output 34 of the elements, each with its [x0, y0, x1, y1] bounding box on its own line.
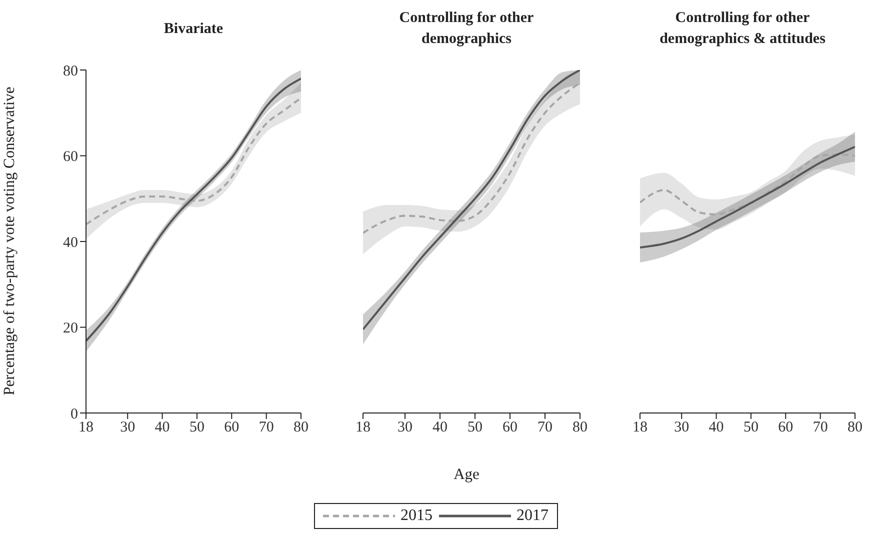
x-tick-label: 80 [572, 420, 588, 436]
legend-label: 2017 [516, 507, 548, 525]
line-series [86, 96, 301, 226]
y-axis-title: Percentage of two-party vote voting Conservative [1, 86, 19, 396]
chart-title: Controlling for other demographics [398, 9, 535, 49]
x-tick-label: 50 [468, 420, 482, 436]
x-tick-label: 18 [78, 420, 94, 436]
chart-title: Bivariate [162, 20, 224, 38]
x-tick-label: 30 [120, 420, 136, 436]
x-tick-label: 40 [154, 420, 170, 436]
x-tick-label: 70 [812, 420, 828, 436]
x-tick-label: 60 [224, 420, 240, 436]
x-tick-label: 30 [398, 420, 412, 436]
x-tick-label: 50 [743, 420, 758, 436]
y-tick-label: 80 [63, 63, 78, 80]
x-tick-label: 70 [258, 420, 274, 436]
x-tick-label: 18 [356, 420, 370, 436]
x-tick-label: 18 [632, 420, 648, 436]
x-tick-label: 40 [708, 420, 724, 436]
x-axis-title: Age [452, 466, 480, 484]
x-tick-label: 50 [189, 420, 204, 436]
y-tick-label: 0 [70, 406, 78, 422]
x-tick-label: 60 [502, 420, 518, 436]
x-tick-label: 40 [432, 420, 448, 436]
y-tick-label: 20 [63, 320, 78, 337]
y-tick-label: 60 [63, 149, 78, 166]
x-tick-label: 80 [294, 420, 308, 436]
x-tick-label: 70 [538, 420, 552, 436]
x-tick-label: 60 [778, 420, 794, 436]
x-tick-label: 80 [848, 420, 862, 436]
x-tick-label: 30 [674, 420, 690, 436]
chart-title: Controlling for other demographics & attitudes [658, 9, 826, 49]
y-tick-label: 40 [63, 234, 78, 251]
legend-label: 2015 [400, 507, 432, 525]
